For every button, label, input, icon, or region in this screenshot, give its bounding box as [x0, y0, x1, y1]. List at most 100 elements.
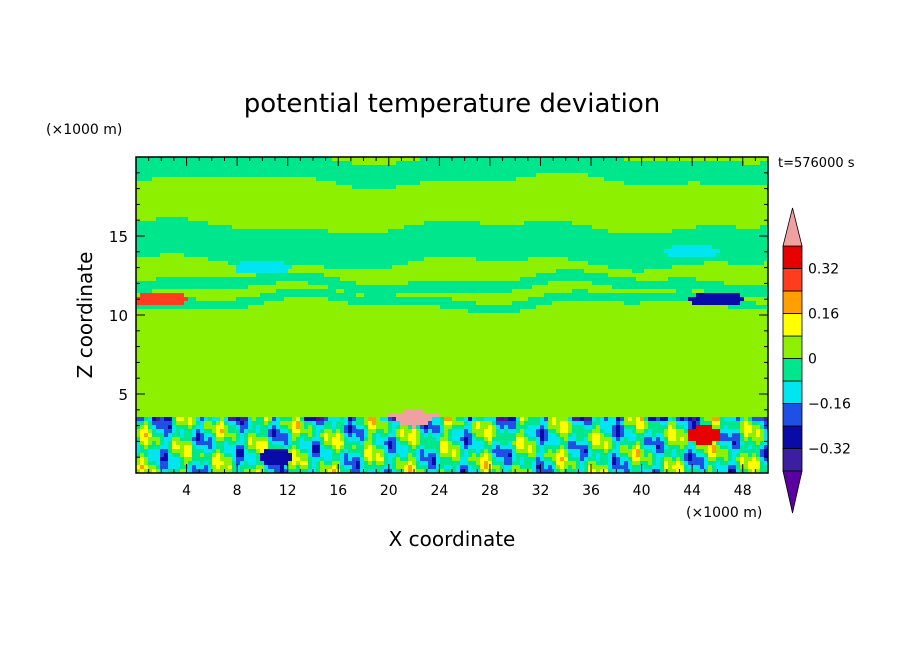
contour-cell	[512, 289, 573, 294]
contour-cell	[544, 429, 549, 434]
contour-cell	[732, 453, 737, 458]
contour-cell	[608, 453, 613, 458]
contour-cell	[260, 425, 269, 430]
contour-cell	[636, 449, 641, 454]
contour-cell	[360, 465, 365, 470]
contour-cell	[360, 457, 365, 462]
contour-cell	[516, 437, 525, 442]
contour-cell	[136, 285, 249, 290]
contour-cell	[372, 433, 377, 438]
contour-cell	[188, 297, 197, 302]
contour-cell	[752, 453, 757, 458]
contour-cell	[464, 437, 469, 442]
contour-cell	[356, 465, 361, 470]
contour-cell	[416, 465, 429, 470]
contour-cell	[544, 293, 697, 298]
contour-cell	[700, 465, 705, 470]
contour-cell	[560, 433, 569, 438]
contour-cell	[392, 445, 397, 450]
contour-cell	[496, 417, 501, 422]
contour-cell	[696, 293, 741, 298]
contour-cell	[496, 429, 501, 434]
contour-cell	[424, 453, 429, 458]
contour-cell	[488, 449, 493, 454]
contour-cell	[764, 433, 768, 438]
contour-cell	[740, 437, 745, 442]
contour-cell	[236, 421, 241, 426]
contour-cell	[616, 437, 621, 442]
contour-cell	[692, 441, 697, 446]
contour-cell	[308, 469, 317, 473]
contour-cell	[408, 433, 417, 438]
contour-cell	[584, 425, 593, 430]
contour-cell	[624, 461, 629, 466]
contour-cell	[336, 425, 345, 430]
contour-cell	[516, 177, 605, 182]
contour-cell	[148, 421, 153, 426]
contour-cell	[364, 445, 369, 450]
contour-cell	[556, 457, 561, 462]
contour-cell	[616, 433, 621, 438]
contour-cell	[484, 433, 493, 438]
contour-cell	[688, 297, 745, 302]
contour-cell	[136, 213, 768, 218]
contour-cell	[300, 445, 313, 450]
contour-cell	[136, 413, 389, 418]
contour-cell	[600, 437, 613, 442]
contour-cell	[516, 429, 521, 434]
contour-cell	[572, 417, 581, 422]
contour-cell	[136, 301, 185, 306]
contour-cell	[380, 433, 389, 438]
contour-cell	[348, 421, 353, 426]
contour-cell	[136, 333, 768, 338]
contour-cell	[396, 433, 401, 438]
x-tick-label: 4	[182, 483, 191, 499]
contour-cell	[688, 445, 697, 450]
contour-cell	[136, 449, 141, 454]
contour-cell	[476, 257, 529, 262]
contour-cell	[248, 285, 329, 290]
contour-cell	[716, 465, 729, 470]
contour-cell	[740, 425, 745, 430]
contour-cell	[604, 445, 609, 450]
contour-cell	[196, 417, 201, 422]
contour-cell	[392, 265, 609, 270]
contour-cell	[524, 461, 533, 466]
x-tick-label: 12	[279, 483, 297, 499]
contour-cell	[440, 449, 449, 454]
contour-cell	[684, 457, 689, 462]
contour-cell	[324, 457, 333, 462]
contour-cell	[572, 429, 593, 434]
contour-cell	[252, 421, 265, 426]
contour-cell	[148, 465, 157, 470]
contour-cell	[336, 445, 341, 450]
contour-cell	[372, 441, 377, 446]
contour-cell	[700, 181, 768, 186]
contour-cell	[432, 421, 441, 426]
contour-cell	[160, 469, 169, 473]
contour-cell	[220, 417, 225, 422]
contour-cell	[136, 369, 768, 374]
contour-cell	[248, 425, 253, 430]
contour-cell	[420, 461, 429, 466]
contour-cell	[236, 441, 245, 446]
contour-cell	[592, 433, 601, 438]
contour-cell	[164, 417, 173, 422]
contour-cell	[136, 361, 768, 366]
contour-cell	[408, 461, 413, 466]
contour-cell	[652, 437, 657, 442]
contour-cell	[376, 425, 389, 430]
contour-cell	[240, 465, 257, 470]
contour-cell	[536, 465, 541, 470]
contour-cell	[312, 457, 321, 462]
contour-cell	[148, 461, 157, 466]
contour-cell	[216, 465, 221, 470]
contour-cell	[564, 461, 577, 466]
contour-cell	[136, 433, 141, 438]
contour-cell	[540, 429, 545, 434]
contour-cell	[216, 449, 221, 454]
contour-cell	[320, 449, 333, 454]
contour-cell	[268, 437, 273, 442]
contour-cell	[216, 421, 221, 426]
contour-cell	[352, 433, 357, 438]
